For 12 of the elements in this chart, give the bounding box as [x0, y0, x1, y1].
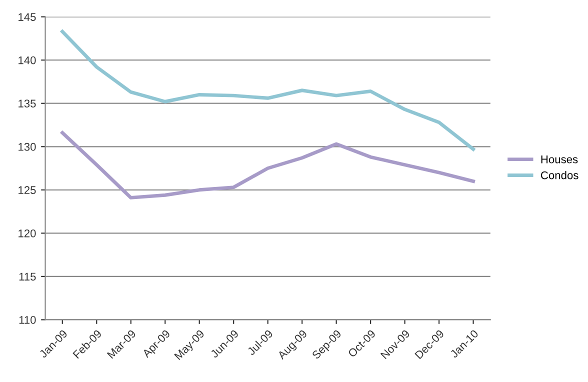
y-tick-label: 110	[19, 316, 36, 324]
y-tick-label: 140	[18, 56, 36, 64]
legend-label: Condos	[540, 171, 578, 180]
y-tick-label: 120	[18, 229, 36, 238]
line-series	[60, 131, 476, 200]
y-tick-label: 125	[18, 186, 36, 194]
y-tick-label: 135	[18, 100, 36, 108]
y-tick-label: 115	[19, 272, 36, 281]
y-tick-label: 145	[18, 13, 36, 21]
legend-label: Houses	[541, 156, 578, 164]
line-series	[60, 30, 476, 151]
y-tick-label: 130	[18, 142, 36, 151]
